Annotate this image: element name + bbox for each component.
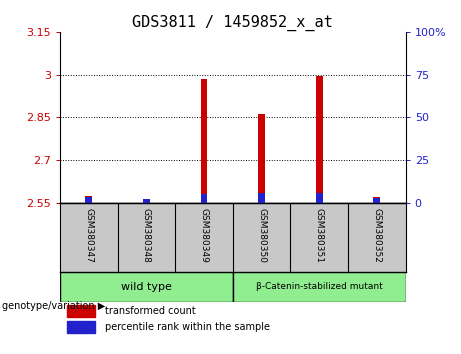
Bar bbox=[316, 76, 323, 203]
Text: GSM380350: GSM380350 bbox=[257, 208, 266, 263]
Bar bbox=[373, 196, 380, 203]
Title: GDS3811 / 1459852_x_at: GDS3811 / 1459852_x_at bbox=[132, 14, 333, 30]
Bar bbox=[316, 193, 323, 203]
Bar bbox=[85, 196, 92, 203]
Text: transformed count: transformed count bbox=[105, 306, 195, 316]
Text: GSM380348: GSM380348 bbox=[142, 208, 151, 263]
Bar bbox=[85, 197, 92, 203]
Text: genotype/variation ▶: genotype/variation ▶ bbox=[2, 301, 106, 311]
Text: GSM380351: GSM380351 bbox=[315, 208, 324, 263]
Bar bbox=[201, 194, 207, 203]
Bar bbox=[60, 272, 233, 302]
Bar bbox=[258, 114, 265, 203]
Bar bbox=[201, 79, 207, 203]
Bar bbox=[143, 199, 150, 203]
Text: β-Catenin-stabilized mutant: β-Catenin-stabilized mutant bbox=[256, 282, 383, 291]
Bar bbox=[373, 198, 380, 203]
Bar bbox=[258, 193, 265, 203]
Bar bbox=[143, 200, 150, 203]
Bar bbox=[67, 305, 95, 317]
Bar bbox=[233, 272, 406, 302]
Text: GSM380347: GSM380347 bbox=[84, 208, 93, 263]
Text: wild type: wild type bbox=[121, 282, 172, 292]
Text: GSM380352: GSM380352 bbox=[372, 208, 381, 263]
Bar bbox=[67, 321, 95, 333]
Text: GSM380349: GSM380349 bbox=[200, 208, 208, 263]
Text: percentile rank within the sample: percentile rank within the sample bbox=[105, 322, 270, 332]
